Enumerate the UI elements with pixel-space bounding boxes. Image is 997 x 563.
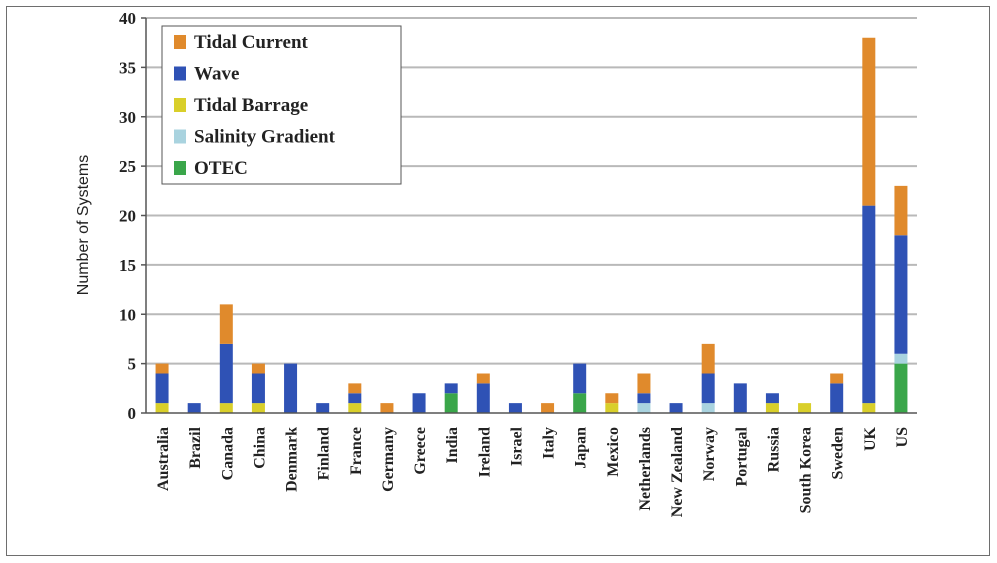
- legend-label: Tidal Current: [194, 32, 309, 53]
- bar-segment: [219, 403, 233, 413]
- bar-segment: [894, 353, 908, 364]
- bar-segment: [637, 373, 651, 394]
- bar-segment: [251, 373, 265, 404]
- bar-segment: [412, 393, 426, 413]
- bar-segment: [798, 403, 812, 413]
- bar-segment: [219, 343, 233, 404]
- bar-segment: [605, 393, 619, 404]
- y-axis-title: Number of Systems: [75, 155, 92, 295]
- y-tick-label: 35: [119, 58, 136, 77]
- bar-segment: [894, 363, 908, 413]
- bar-segment: [348, 393, 362, 404]
- x-category-label: Portugal: [733, 426, 750, 486]
- x-category-label: Finland: [316, 427, 333, 480]
- x-category-label: Australia: [155, 427, 172, 491]
- x-category-label: New Zealand: [669, 427, 686, 517]
- x-category-label: Netherlands: [637, 427, 654, 511]
- legend-label: Tidal Barrage: [194, 95, 308, 116]
- x-category-label: Japan: [573, 427, 590, 469]
- bar-segment: [251, 363, 265, 374]
- legend-label: Salinity Gradient: [194, 127, 336, 148]
- bar-segment: [316, 403, 330, 413]
- bar-segment: [701, 403, 715, 413]
- bar-segment: [380, 403, 394, 413]
- bar-segment: [733, 383, 747, 413]
- legend-label: Wave: [194, 64, 239, 85]
- bar-segment: [284, 363, 298, 413]
- bar-segment: [573, 363, 587, 394]
- legend-swatch: [174, 161, 186, 175]
- bar-segment: [862, 37, 876, 206]
- bar-segment: [155, 403, 169, 413]
- y-tick-label: 25: [119, 157, 136, 176]
- bar-segment: [348, 403, 362, 413]
- axes: [141, 17, 917, 414]
- x-category-label: Denmark: [284, 427, 301, 492]
- y-tick-label: 0: [128, 404, 137, 423]
- bar-segment: [701, 373, 715, 404]
- bar-segment: [765, 403, 779, 413]
- bar-segment: [476, 373, 490, 384]
- x-category-label: US: [894, 427, 911, 448]
- x-category-label: Sweden: [830, 427, 847, 480]
- x-category-label: China: [251, 427, 268, 469]
- x-category-label: UK: [862, 426, 879, 451]
- bar-segment: [155, 363, 169, 374]
- x-category-label: Greece: [412, 427, 429, 475]
- x-category-label: Canada: [219, 427, 236, 480]
- bar-segment: [251, 403, 265, 413]
- bar-segment: [637, 403, 651, 413]
- bar-segment: [637, 393, 651, 404]
- bar-segment: [155, 373, 169, 404]
- x-category-labels: Australia Brazil Canada China Denmark Finland…: [155, 426, 911, 517]
- y-tick-label: 40: [119, 9, 136, 28]
- x-category-label: Germany: [380, 427, 397, 492]
- x-category-label: Norway: [701, 427, 718, 481]
- legend-label: OTEC: [194, 158, 248, 179]
- bar-stacks: [155, 37, 908, 413]
- y-tick-label: 5: [128, 355, 137, 374]
- x-category-label: India: [444, 427, 461, 463]
- bar-segment: [348, 383, 362, 394]
- bar-segment: [187, 403, 201, 413]
- y-tick-label: 10: [119, 305, 136, 324]
- bar-segment: [444, 383, 458, 394]
- x-category-label: Italy: [541, 427, 558, 459]
- bar-segment: [862, 205, 876, 404]
- bar-segment: [830, 383, 844, 413]
- bar-segment: [830, 373, 844, 384]
- legend-swatch: [174, 129, 186, 144]
- bar-segment: [894, 185, 908, 236]
- bar-segment: [701, 343, 715, 374]
- bar-segment: [894, 235, 908, 354]
- y-tick-label: 30: [119, 108, 136, 127]
- bar-segment: [862, 403, 876, 413]
- x-category-label: Israel: [508, 426, 525, 466]
- legend: Tidal Current Wave Tidal Barrage Salinity G…: [161, 25, 402, 185]
- bar-segment: [541, 403, 555, 413]
- x-category-label: Russia: [765, 427, 782, 472]
- y-tick-label: 15: [119, 256, 136, 275]
- bar-segment: [508, 403, 522, 413]
- legend-box: [161, 25, 402, 185]
- y-tick-labels: 0 5 10 15 20 25 30 35 40: [119, 9, 136, 423]
- bar-segment: [765, 393, 779, 404]
- x-category-label: South Korea: [798, 427, 815, 513]
- bar-segment: [669, 403, 683, 413]
- x-category-label: France: [348, 427, 365, 475]
- legend-swatch: [174, 35, 186, 49]
- x-category-label: Brazil: [187, 426, 204, 468]
- y-tick-label: 20: [119, 207, 136, 226]
- bar-segment: [476, 383, 490, 413]
- legend-swatch: [174, 66, 186, 81]
- legend-swatch: [174, 98, 186, 112]
- bar-segment: [573, 393, 587, 413]
- bar-segment: [219, 304, 233, 344]
- bar-segment: [605, 403, 619, 413]
- bar-segment: [444, 393, 458, 413]
- x-category-label: Ireland: [476, 427, 493, 477]
- x-category-label: Mexico: [605, 427, 622, 477]
